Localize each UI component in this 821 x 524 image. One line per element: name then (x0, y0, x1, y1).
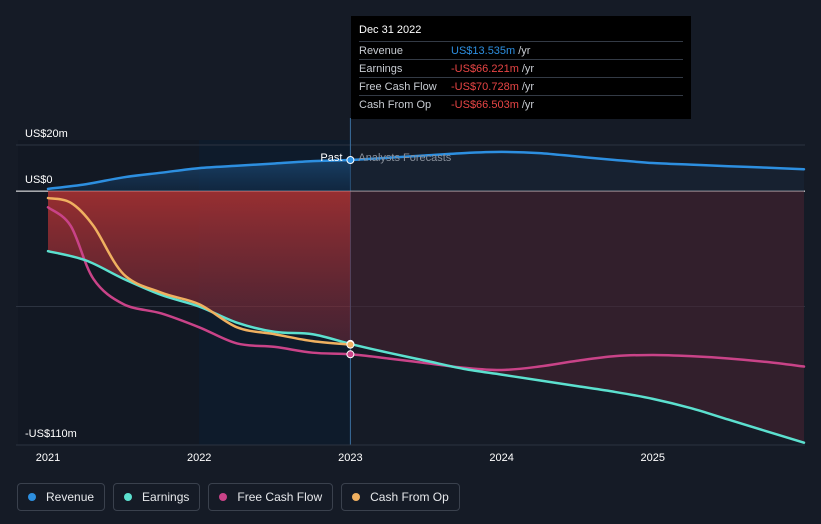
tooltip-row-free-cash-flow: Free Cash Flow -US$70.728m /yr (359, 78, 683, 96)
revenue-line (46, 150, 806, 191)
revenue-dot-icon (28, 493, 36, 501)
tooltip-unit: /yr (521, 98, 535, 111)
tooltip-value: -US$70.728m (451, 80, 519, 93)
legend: Revenue Earnings Free Cash Flow Cash Fro… (17, 483, 460, 511)
revenue-forecast-area (350, 151, 804, 192)
legend-item-cash-from-op[interactable]: Cash From Op (341, 483, 460, 511)
tooltip-value: US$13.535m (451, 44, 516, 57)
tooltip-label: Cash From Op (359, 98, 432, 111)
legend-item-free-cash-flow[interactable]: Free Cash Flow (208, 483, 334, 511)
tooltip-row-cash-from-op: Cash From Op -US$66.503m /yr (359, 96, 683, 113)
tooltip-row-earnings: Earnings -US$66.221m /yr (359, 60, 683, 78)
free-cash-flow-dot-icon (219, 493, 228, 501)
x-tick-label: 2024 (489, 452, 513, 464)
x-tick-label: 2021 (36, 452, 60, 464)
tooltip-value: -US$66.221m (451, 62, 519, 75)
y-tick-label: US$20m (25, 128, 68, 140)
earnings-line (46, 249, 806, 444)
x-tick-label: 2022 (187, 452, 211, 464)
tooltip-label: Earnings (359, 62, 403, 75)
x-tick-label: 2023 (338, 452, 362, 464)
earnings-past-area (48, 191, 351, 344)
legend-label: Revenue (46, 490, 95, 504)
free-cash-flow-line (46, 206, 806, 372)
cash-from-op-line (46, 196, 352, 346)
legend-label: Free Cash Flow (237, 490, 323, 504)
legend-item-revenue[interactable]: Revenue (17, 483, 106, 511)
legend-label: Earnings (142, 490, 190, 504)
earnings-dot-icon (124, 493, 133, 501)
legend-label: Cash From Op (370, 490, 449, 504)
earnings-forecast-area (350, 191, 804, 443)
tooltip-label: Free Cash Flow (359, 80, 437, 93)
tooltip-unit: /yr (521, 62, 535, 75)
tooltip-row-revenue: Revenue US$13.535m /yr (359, 42, 683, 60)
y-tick-label: -US$110m (25, 428, 77, 440)
free-cash-flow-point (346, 350, 355, 359)
tooltip-unit: /yr (521, 80, 535, 93)
forecast-label: Analysts Forecasts (358, 152, 451, 164)
tooltip-label: Revenue (359, 44, 404, 57)
tooltip: Dec 31 2022 Revenue US$13.535m /yr Earni… (351, 16, 691, 119)
legend-item-earnings[interactable]: Earnings (113, 483, 201, 511)
tooltip-value: -US$66.503m (451, 98, 519, 111)
revenue-point (346, 156, 355, 164)
tooltip-unit: /yr (518, 44, 531, 57)
tooltip-date: Dec 31 2022 (359, 24, 683, 42)
y-tick-label: US$0 (25, 174, 53, 186)
cash-from-op-dot-icon (352, 493, 361, 501)
revenue-past-area (48, 160, 351, 192)
cash-from-op-point (346, 340, 355, 349)
past-label: Past (320, 152, 342, 164)
x-tick-label: 2025 (641, 452, 665, 464)
